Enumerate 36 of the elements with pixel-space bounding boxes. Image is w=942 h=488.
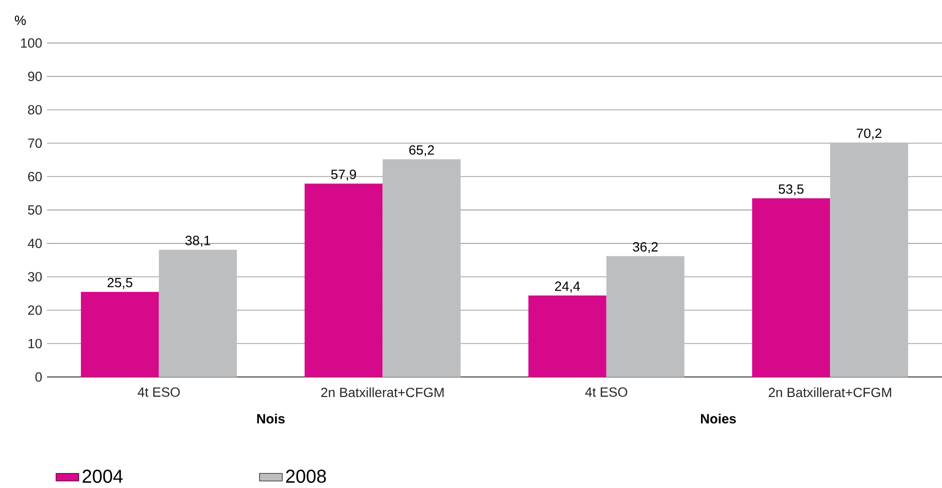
legend-label: 2004 [82,470,123,483]
data-label: 65,2 [409,145,434,156]
y-tick-label: 80 [28,105,42,115]
bar [830,142,908,377]
data-label: 36,2 [632,242,658,254]
data-label: 24,4 [555,282,580,293]
y-tick-label: 20 [28,305,42,315]
text: Noies [700,414,736,424]
bar [158,250,237,377]
x-tick-label: 4t ESO [585,387,628,397]
y-tick-label: 100 [21,38,42,48]
y-tick-label: 40 [28,238,42,248]
y-tick-label: 70 [28,138,42,148]
legend-label: 2008 [286,470,326,483]
data-label: 57,9 [331,170,356,181]
x-tick-label: 2n Batxillerat+CFGM [768,387,892,398]
x-tick-label: 2n Batxillerat+CFGM [321,387,444,398]
y-tick-label: 30 [28,272,42,282]
data-label: 25,5 [108,278,132,289]
y-tick-label: 90 [28,72,42,82]
data-label: 38,1 [185,236,210,247]
y-axis-title: % [14,16,26,25]
y-tick-label: 60 [28,172,42,182]
bar [528,295,606,377]
y-tick-label: 50 [28,205,42,215]
y-tick-label: 0 [35,372,42,382]
bar [80,292,159,377]
y-tick-label: 10 [28,338,42,348]
bar [752,198,830,377]
bar [304,184,383,377]
data-label: 53,5 [778,184,804,196]
data-label: 70,2 [856,128,882,140]
bar [382,159,461,377]
bar [606,256,684,377]
text: Nois [257,414,285,424]
x-tick-label: 4t ESO [138,387,180,397]
